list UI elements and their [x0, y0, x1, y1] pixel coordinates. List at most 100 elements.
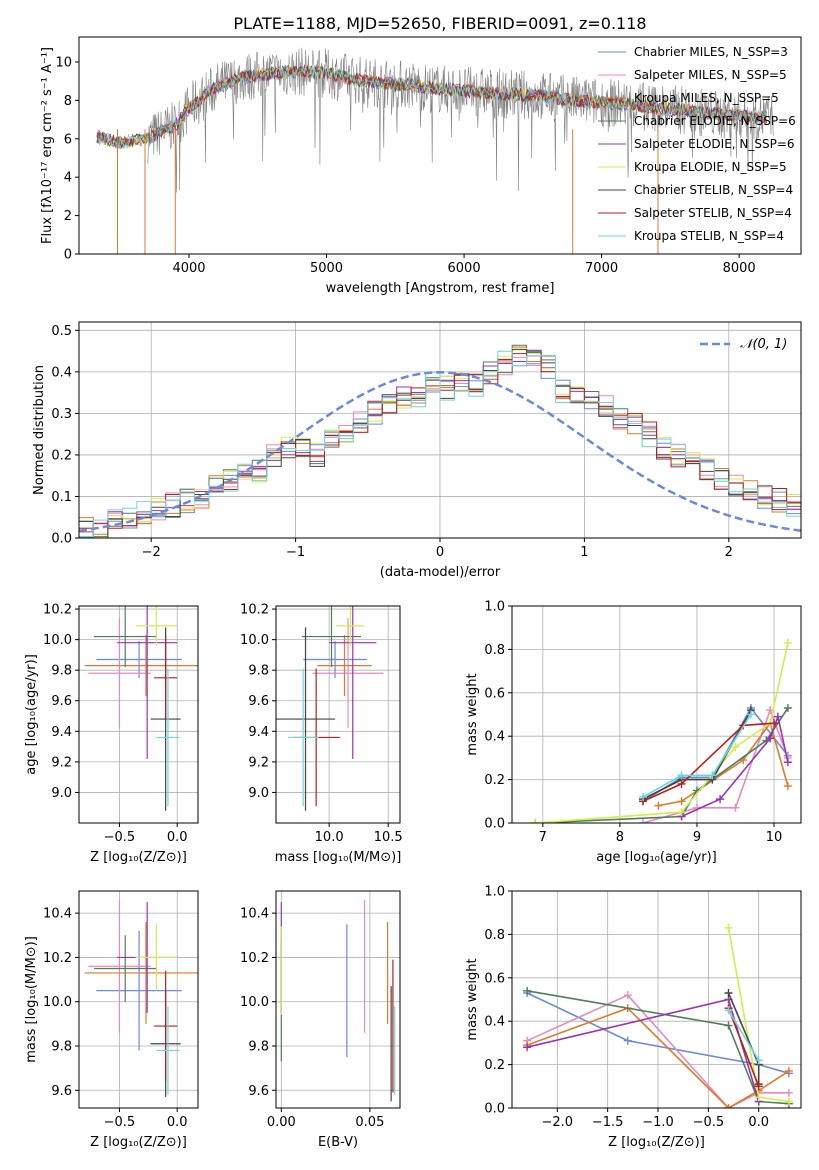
y-tick-label: 10 [55, 55, 72, 70]
weight-marker-kroupa_stelib [746, 710, 755, 719]
x-tick-label: 0.0 [748, 1115, 769, 1130]
y-tick-label: 0.0 [51, 532, 72, 547]
weight-marker-kroupa_miles [724, 1104, 733, 1108]
plot-area [531, 638, 792, 823]
x-tick-label: −0.5 [693, 1115, 725, 1130]
y-tick-label: 10.0 [240, 995, 269, 1010]
y-tick-label: 0.1 [51, 490, 72, 505]
x-axis-label: wavelength [Angstrom, rest frame] [326, 281, 555, 296]
weight-line-chabrier_miles [526, 992, 790, 1075]
legend-label: Salpeter ELODIE, N_SSP=6 [634, 137, 795, 151]
x-tick-label: 10 [766, 830, 783, 845]
y-tick-label: 9.6 [51, 694, 72, 709]
weight-marker-kroupa_elodie [783, 638, 792, 647]
y-tick-label: 0.4 [484, 1015, 505, 1030]
x-tick-label: 0.05 [355, 1115, 384, 1130]
model-spectrum-kroupa_elodie [96, 64, 767, 149]
x-tick-label: 10.0 [315, 830, 344, 845]
weight-marker-kroupa_stelib [708, 771, 717, 780]
x-tick-label: −2.0 [542, 1115, 574, 1130]
y-tick-label: 0.4 [484, 730, 505, 745]
weight-marker-salpeter_elodie [773, 712, 782, 721]
x-axis-label: Z [log₁₀(Z/Z⊙)] [90, 850, 187, 865]
axes-frame [78, 605, 199, 824]
figure-title: PLATE=1188, MJD=52650, FIBERID=0091, z=0… [233, 14, 646, 33]
y-tick-label: 10.0 [43, 995, 72, 1010]
x-axis-label: (data-model)/error [380, 565, 501, 580]
weight-marker-kroupa_stelib [754, 1056, 763, 1065]
weight-marker-kroupa_miles [654, 801, 663, 810]
axes-frame [511, 605, 802, 824]
x-tick-label: −0.5 [104, 1115, 136, 1130]
weight-marker-chabrier_stelib [724, 988, 733, 997]
x-tick-label: −1.0 [642, 1115, 674, 1130]
y-tick-label: 0.0 [484, 817, 505, 832]
axes-frame [78, 36, 802, 255]
y-tick-label: 10.2 [240, 951, 269, 966]
y-axis-label: age [log₁₀(age/yr)] [24, 654, 39, 775]
weight-marker-salpeter_elodie [523, 1043, 532, 1052]
plot-area [523, 923, 793, 1108]
weight-vs-metallicity-panel: −2.0 −1.5 −1.0 −0.5 0.0 0.0 0.2 0.4 0.6 0.8 1.0 Z [… [465, 885, 802, 1150]
y-tick-label: 9.4 [51, 725, 72, 740]
weight-marker-kroupa_elodie [724, 923, 733, 932]
weight-line-salpeter_elodie [526, 998, 760, 1102]
weight-marker-kroupa_stelib [724, 1006, 733, 1015]
y-tick-label: 4 [64, 171, 72, 186]
y-tick-label: 10.0 [43, 633, 72, 648]
y-axis-label: mass [log₁₀(M/M⊙)] [24, 936, 39, 1063]
weight-marker-kroupa_elodie [754, 1093, 763, 1102]
x-axis-label: E(B-V) [318, 1135, 358, 1150]
observed-spectrum [147, 47, 774, 193]
plot-area [79, 344, 801, 538]
y-axis-label: mass weight [465, 673, 480, 755]
weight-line-chabrier_elodie [526, 990, 789, 1105]
weight-line-kroupa_elodie [535, 642, 789, 823]
axes-frame [78, 890, 199, 1109]
y-tick-label: 9.6 [248, 694, 269, 709]
y-tick-label: 10.4 [240, 907, 269, 922]
y-tick-label: 9.6 [248, 1084, 269, 1099]
y-tick-label: 9.8 [51, 664, 72, 679]
x-tick-label: −0.5 [104, 830, 136, 845]
x-tick-label: 7000 [585, 261, 618, 276]
y-tick-label: 0.8 [484, 643, 505, 658]
weight-marker-salpeter_miles [731, 803, 740, 812]
x-tick-label: 0 [436, 545, 444, 560]
x-tick-label: 6000 [448, 261, 481, 276]
weight-marker-salpeter_stelib [754, 1082, 763, 1091]
x-tick-label: −1.5 [592, 1115, 624, 1130]
x-tick-label: 8 [616, 830, 624, 845]
y-tick-label: 9.2 [51, 755, 72, 770]
residual-histogram-panel: −2 −1 0 1 2 0.0 0.1 0.2 0.3 0.4 0.5 (data-model)/er… [32, 321, 802, 580]
y-tick-label: 0.2 [484, 1058, 505, 1073]
weight-marker-salpeter_stelib [677, 779, 686, 788]
legend-label: Salpeter MILES, N_SSP=5 [634, 68, 787, 82]
y-tick-label: 9.8 [51, 1040, 72, 1055]
x-tick-label: 4000 [172, 261, 205, 276]
legend-label: 𝒩(0, 1) [740, 337, 787, 352]
weight-line-kroupa_miles [526, 1007, 790, 1108]
y-tick-label: 2 [64, 209, 72, 224]
y-axis-label: mass weight [465, 958, 480, 1040]
y-tick-label: 0.8 [484, 928, 505, 943]
weight-marker-chabrier_elodie [724, 1021, 733, 1030]
x-tick-label: 10.5 [374, 830, 403, 845]
age-vs-mass-panel: 10.0 10.5 9.0 9.2 9.4 9.6 9.8 10.0 10.2 mass [log… [240, 603, 403, 865]
weight-line-kroupa_stelib [727, 1009, 760, 1061]
mass-vs-reddening-panel: 0.00 0.05 9.6 9.8 10.0 10.2 10.4 E(B-V) [240, 890, 401, 1150]
weight-marker-salpeter_miles [623, 991, 632, 1000]
y-tick-label: 8 [64, 94, 72, 109]
x-axis-label: Z [log₁₀(Z/Z⊙)] [90, 1135, 187, 1150]
weight-marker-kroupa_stelib [677, 771, 686, 780]
weight-marker-chabrier_elodie [783, 703, 792, 712]
x-tick-label: 2 [725, 545, 733, 560]
x-tick-label: 0.0 [167, 830, 188, 845]
x-tick-label: −1 [286, 545, 305, 560]
weight-marker-chabrier_elodie [523, 986, 532, 995]
spectrum-panel: 4000 5000 6000 7000 8000 0 2 4 6 8 10 wavelength [A… [40, 36, 802, 296]
x-axis-label: age [log₁₀(age/yr)] [596, 850, 717, 865]
age-vs-metallicity-panel: −0.5 0.0 9.0 9.2 9.4 9.6 9.8 10.0 10.2 Z [log₁₀(Z… [24, 603, 199, 865]
legend-label: Kroupa ELODIE, N_SSP=5 [634, 160, 787, 174]
